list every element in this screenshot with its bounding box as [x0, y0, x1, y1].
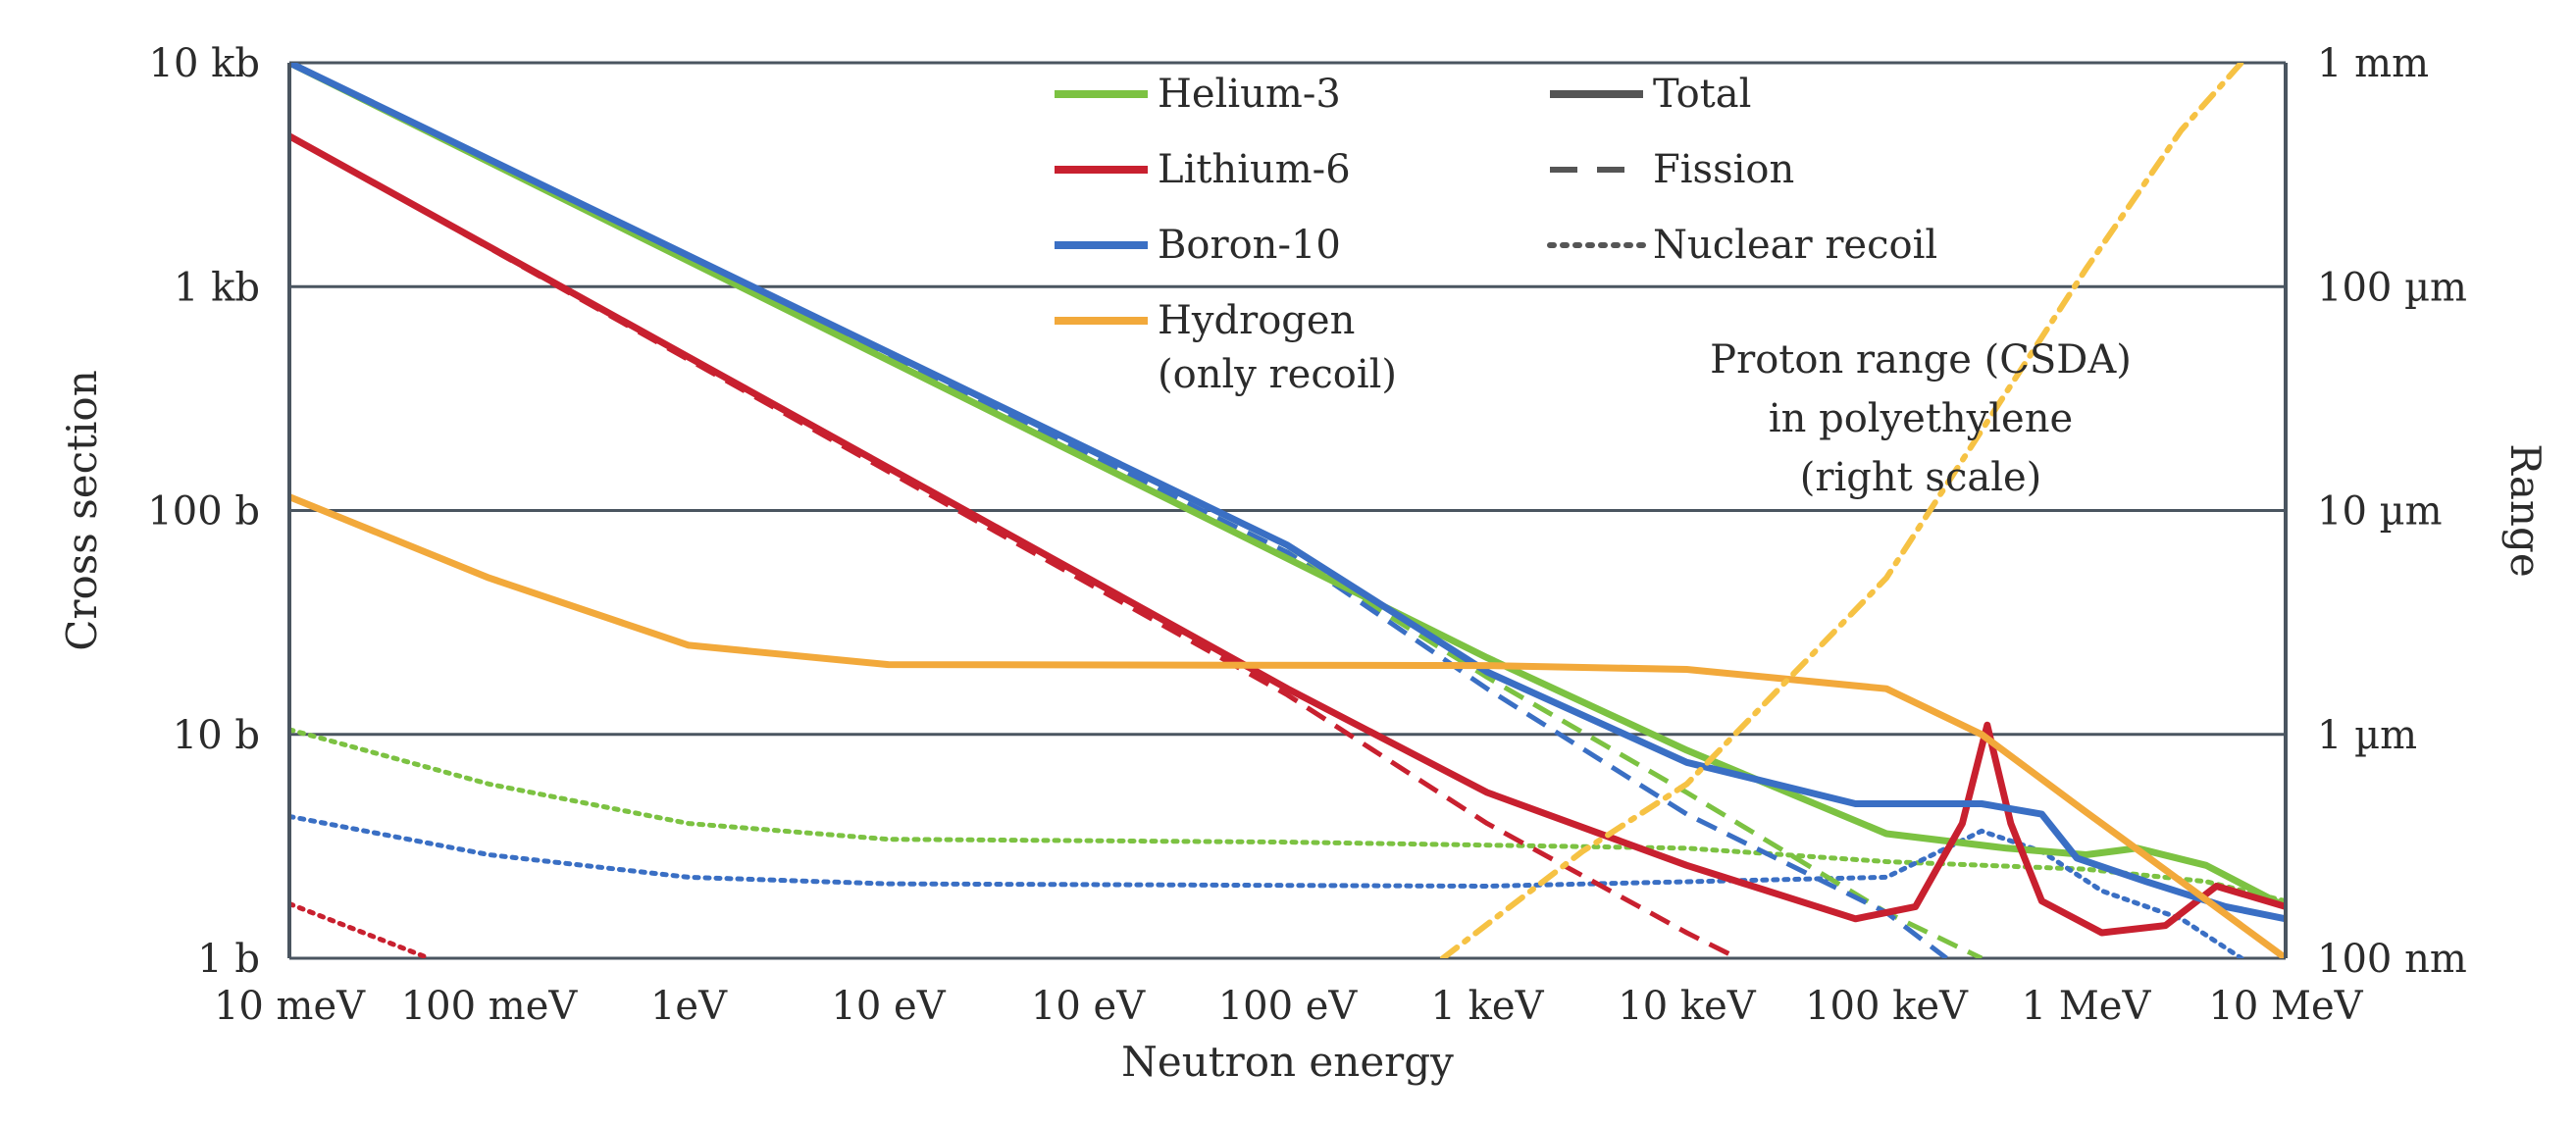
series-boron10-dashed: [289, 63, 1948, 958]
x-tick-label-6: 1 keV: [1431, 984, 1545, 1029]
annotation-line-1: in polyethylene: [1769, 396, 2073, 441]
x-tick-label-2: 1eV: [650, 984, 728, 1029]
x-tick-label-7: 10 keV: [1618, 984, 1757, 1029]
y-tick-label-4: 10 kb: [149, 41, 260, 86]
x-axis-title: Neutron energy: [1121, 1038, 1454, 1086]
legend-label-dotted: Nuclear recoil: [1653, 223, 1937, 268]
series-lithium6-solid: [289, 132, 2286, 937]
series-boron10-dotted: [289, 813, 2244, 958]
legend-label-dashed: Fission: [1653, 147, 1794, 192]
series-helium3-solid: [289, 63, 2286, 910]
legend-label-hydrogen-line2: (only recoil): [1158, 352, 1397, 397]
y-tick-label-3: 1 kb: [174, 265, 260, 310]
series-proton-range: [1439, 63, 2244, 958]
legend-label-lithium6: Lithium-6: [1158, 147, 1351, 192]
y2-tick-label-4: 1 mm: [2317, 41, 2429, 86]
grid-layer: [289, 61, 2286, 960]
x-tick-label-0: 10 meV: [214, 984, 366, 1029]
y2-tick-label-0: 100 nm: [2317, 937, 2467, 982]
legend-label-hydrogen: Hydrogen: [1158, 298, 1355, 343]
series-lithium6-dashed: [289, 133, 1739, 958]
y2-tick-label-3: 100 µm: [2317, 265, 2467, 310]
y-axis-title: Cross section: [58, 370, 106, 651]
annotation-line-2: (right scale): [1800, 455, 2042, 500]
series-helium3-dotted: [289, 727, 2286, 904]
frame-layer: [287, 63, 2288, 958]
y2-tick-label-1: 1 µm: [2317, 713, 2417, 758]
y-tick-label-1: 10 b: [173, 713, 260, 758]
x-tick-label-4: 10 eV: [1031, 984, 1146, 1029]
x-tick-label-9: 1 MeV: [2022, 984, 2152, 1029]
legend-label-solid: Total: [1653, 72, 1751, 117]
annotation-line-0: Proton range (CSDA): [1710, 337, 2132, 383]
x-tick-label-8: 100 keV: [1805, 984, 1969, 1029]
series-layer: [289, 63, 2286, 958]
y-tick-label-0: 1 b: [197, 937, 260, 982]
annotation: Proton range (CSDA) in polyethylene (right…: [1710, 337, 2132, 500]
y2-tick-label-2: 10 µm: [2317, 489, 2443, 535]
x-tick-label-3: 10 eV: [831, 984, 946, 1029]
y2-axis-title: Range: [2501, 443, 2550, 577]
series-lithium6-dotted: [289, 901, 432, 958]
legend: Helium-3 Lithium-6 Boron-10 Hydrogen (only r…: [1055, 72, 1937, 397]
x-tick-label-5: 100 eV: [1218, 984, 1359, 1029]
axis-layer: 1 b 10 b 100 b 1 kb 10 kb 100 nm 1 µm 10 µm 100 …: [58, 41, 2550, 1086]
legend-label-boron10: Boron-10: [1158, 223, 1341, 268]
legend-label-helium3: Helium-3: [1158, 72, 1341, 117]
series-hydrogen-solid: [289, 493, 2286, 958]
x-tick-label-10: 10 MeV: [2208, 984, 2363, 1029]
series-boron10-solid: [289, 63, 2286, 923]
x-tick-label-1: 100 meV: [401, 984, 579, 1029]
y-tick-label-2: 100 b: [147, 489, 260, 535]
